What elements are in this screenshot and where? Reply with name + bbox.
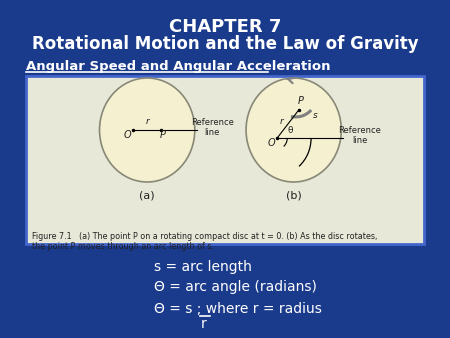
Circle shape [246,78,341,182]
Text: r: r [200,317,206,331]
Text: Angular Speed and Angular Acceleration: Angular Speed and Angular Acceleration [26,60,331,73]
Text: CHAPTER 7: CHAPTER 7 [169,18,281,36]
Text: line: line [352,136,367,145]
Text: P: P [160,130,166,140]
Text: line: line [204,128,220,137]
FancyBboxPatch shape [26,76,424,244]
Text: Θ = arc angle (radians): Θ = arc angle (radians) [154,280,317,294]
Text: Θ = s ; where r = radius: Θ = s ; where r = radius [154,302,322,316]
Text: O: O [123,130,131,140]
Text: O: O [268,138,275,148]
Text: Reference: Reference [338,126,381,135]
Text: P: P [298,96,304,106]
Text: s: s [312,111,317,120]
Circle shape [99,78,195,182]
Text: r: r [145,117,149,126]
Text: (a): (a) [140,190,155,200]
Text: θ: θ [287,126,293,135]
Text: Figure 7.1   (a) The point P on a rotating compact disc at t = 0. (b) As the dis: Figure 7.1 (a) The point P on a rotating… [32,232,377,251]
Text: Reference: Reference [191,118,234,127]
Text: r: r [280,117,284,126]
Text: (b): (b) [286,190,302,200]
Text: s = arc length: s = arc length [154,260,252,274]
Text: Rotational Motion and the Law of Gravity: Rotational Motion and the Law of Gravity [32,35,419,53]
